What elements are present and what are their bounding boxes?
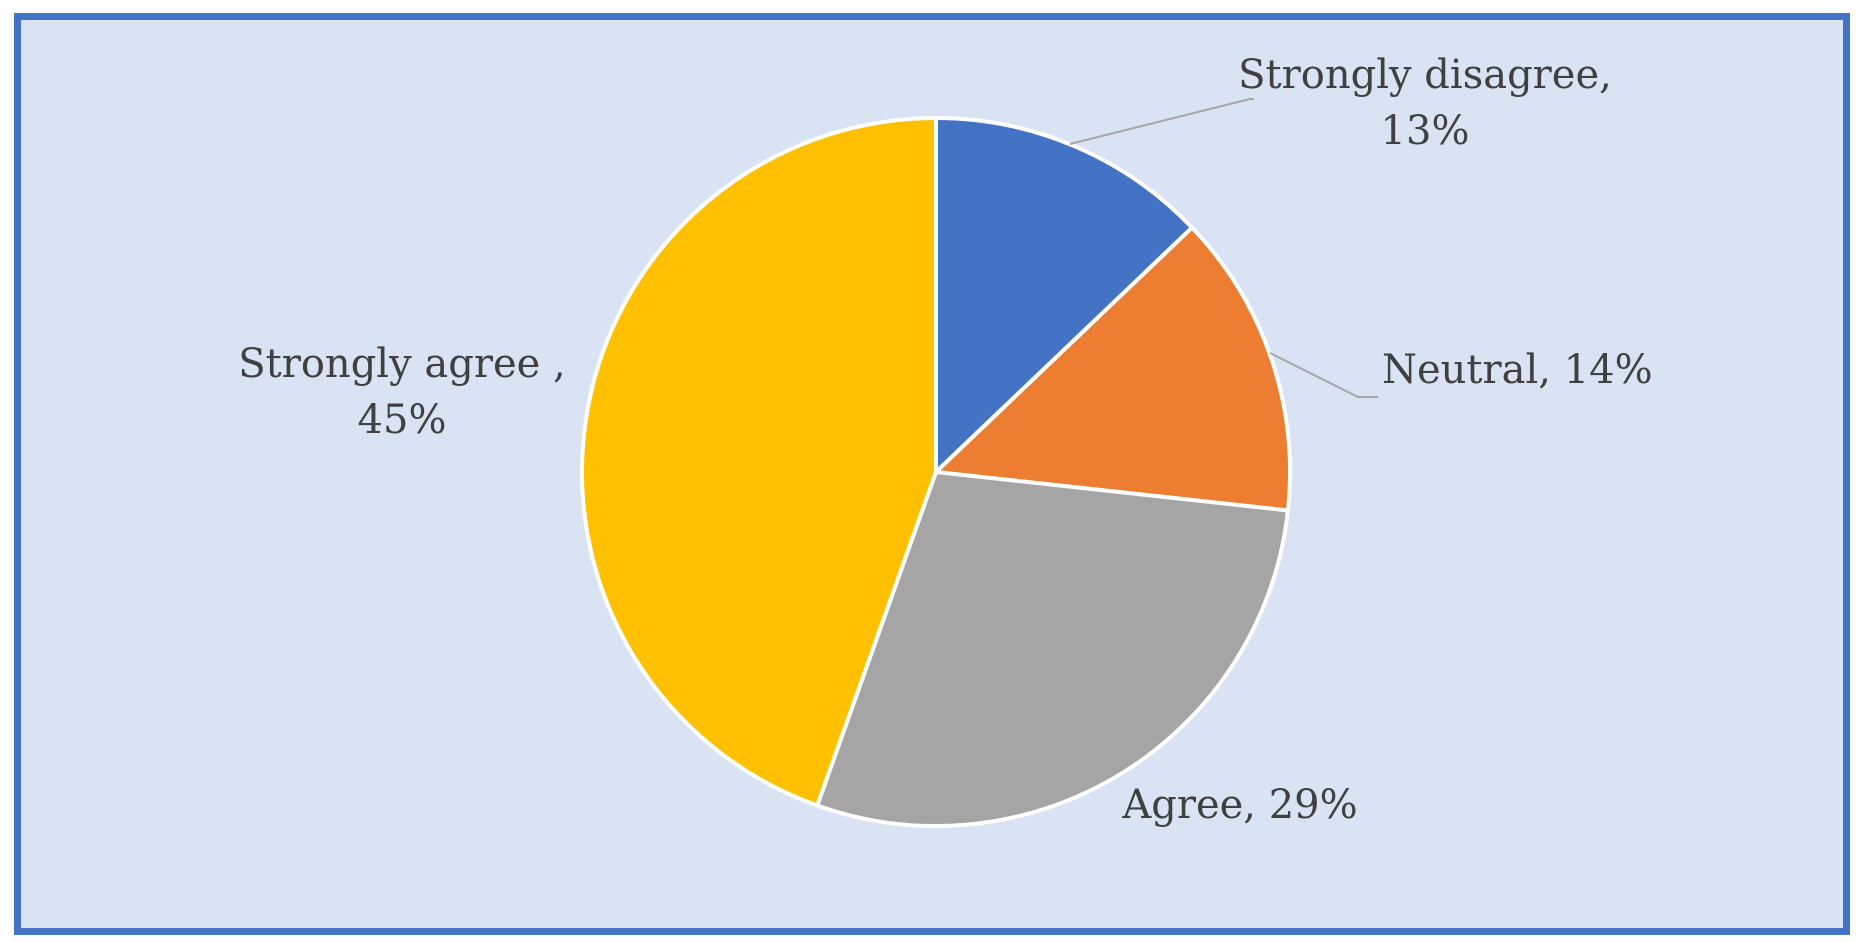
data-label-line: Strongly disagree, (1238, 52, 1612, 98)
data-label-line: Strongly agree , (238, 341, 566, 387)
pie-slices (580, 116, 1292, 828)
data-label-line: Neutral, 14% (1382, 347, 1653, 393)
data-label-neutral: Neutral, 14% (1382, 347, 1653, 393)
data-label-line: Agree, 29% (1121, 782, 1357, 828)
pie-slice-agree (815, 470, 1290, 828)
leader-line-strongly-disagree (1069, 98, 1254, 145)
leader-line-neutral (1269, 352, 1378, 398)
data-label-strongly-disagree: Strongly disagree, 13% (1238, 52, 1612, 154)
pie-slice-strongly-disagree (934, 116, 1195, 474)
data-labels: Strongly disagree, 13% Neutral, 14% Agree, … (238, 52, 1652, 828)
pie-slice-strongly-agree (580, 116, 938, 808)
pie-slice-neutral (934, 225, 1292, 513)
data-label-strongly-agree: Strongly agree , 45% (238, 341, 566, 443)
data-label-agree: Agree, 29% (1121, 782, 1357, 828)
data-label-line: 45% (358, 397, 447, 443)
data-label-line: 13% (1381, 108, 1470, 154)
